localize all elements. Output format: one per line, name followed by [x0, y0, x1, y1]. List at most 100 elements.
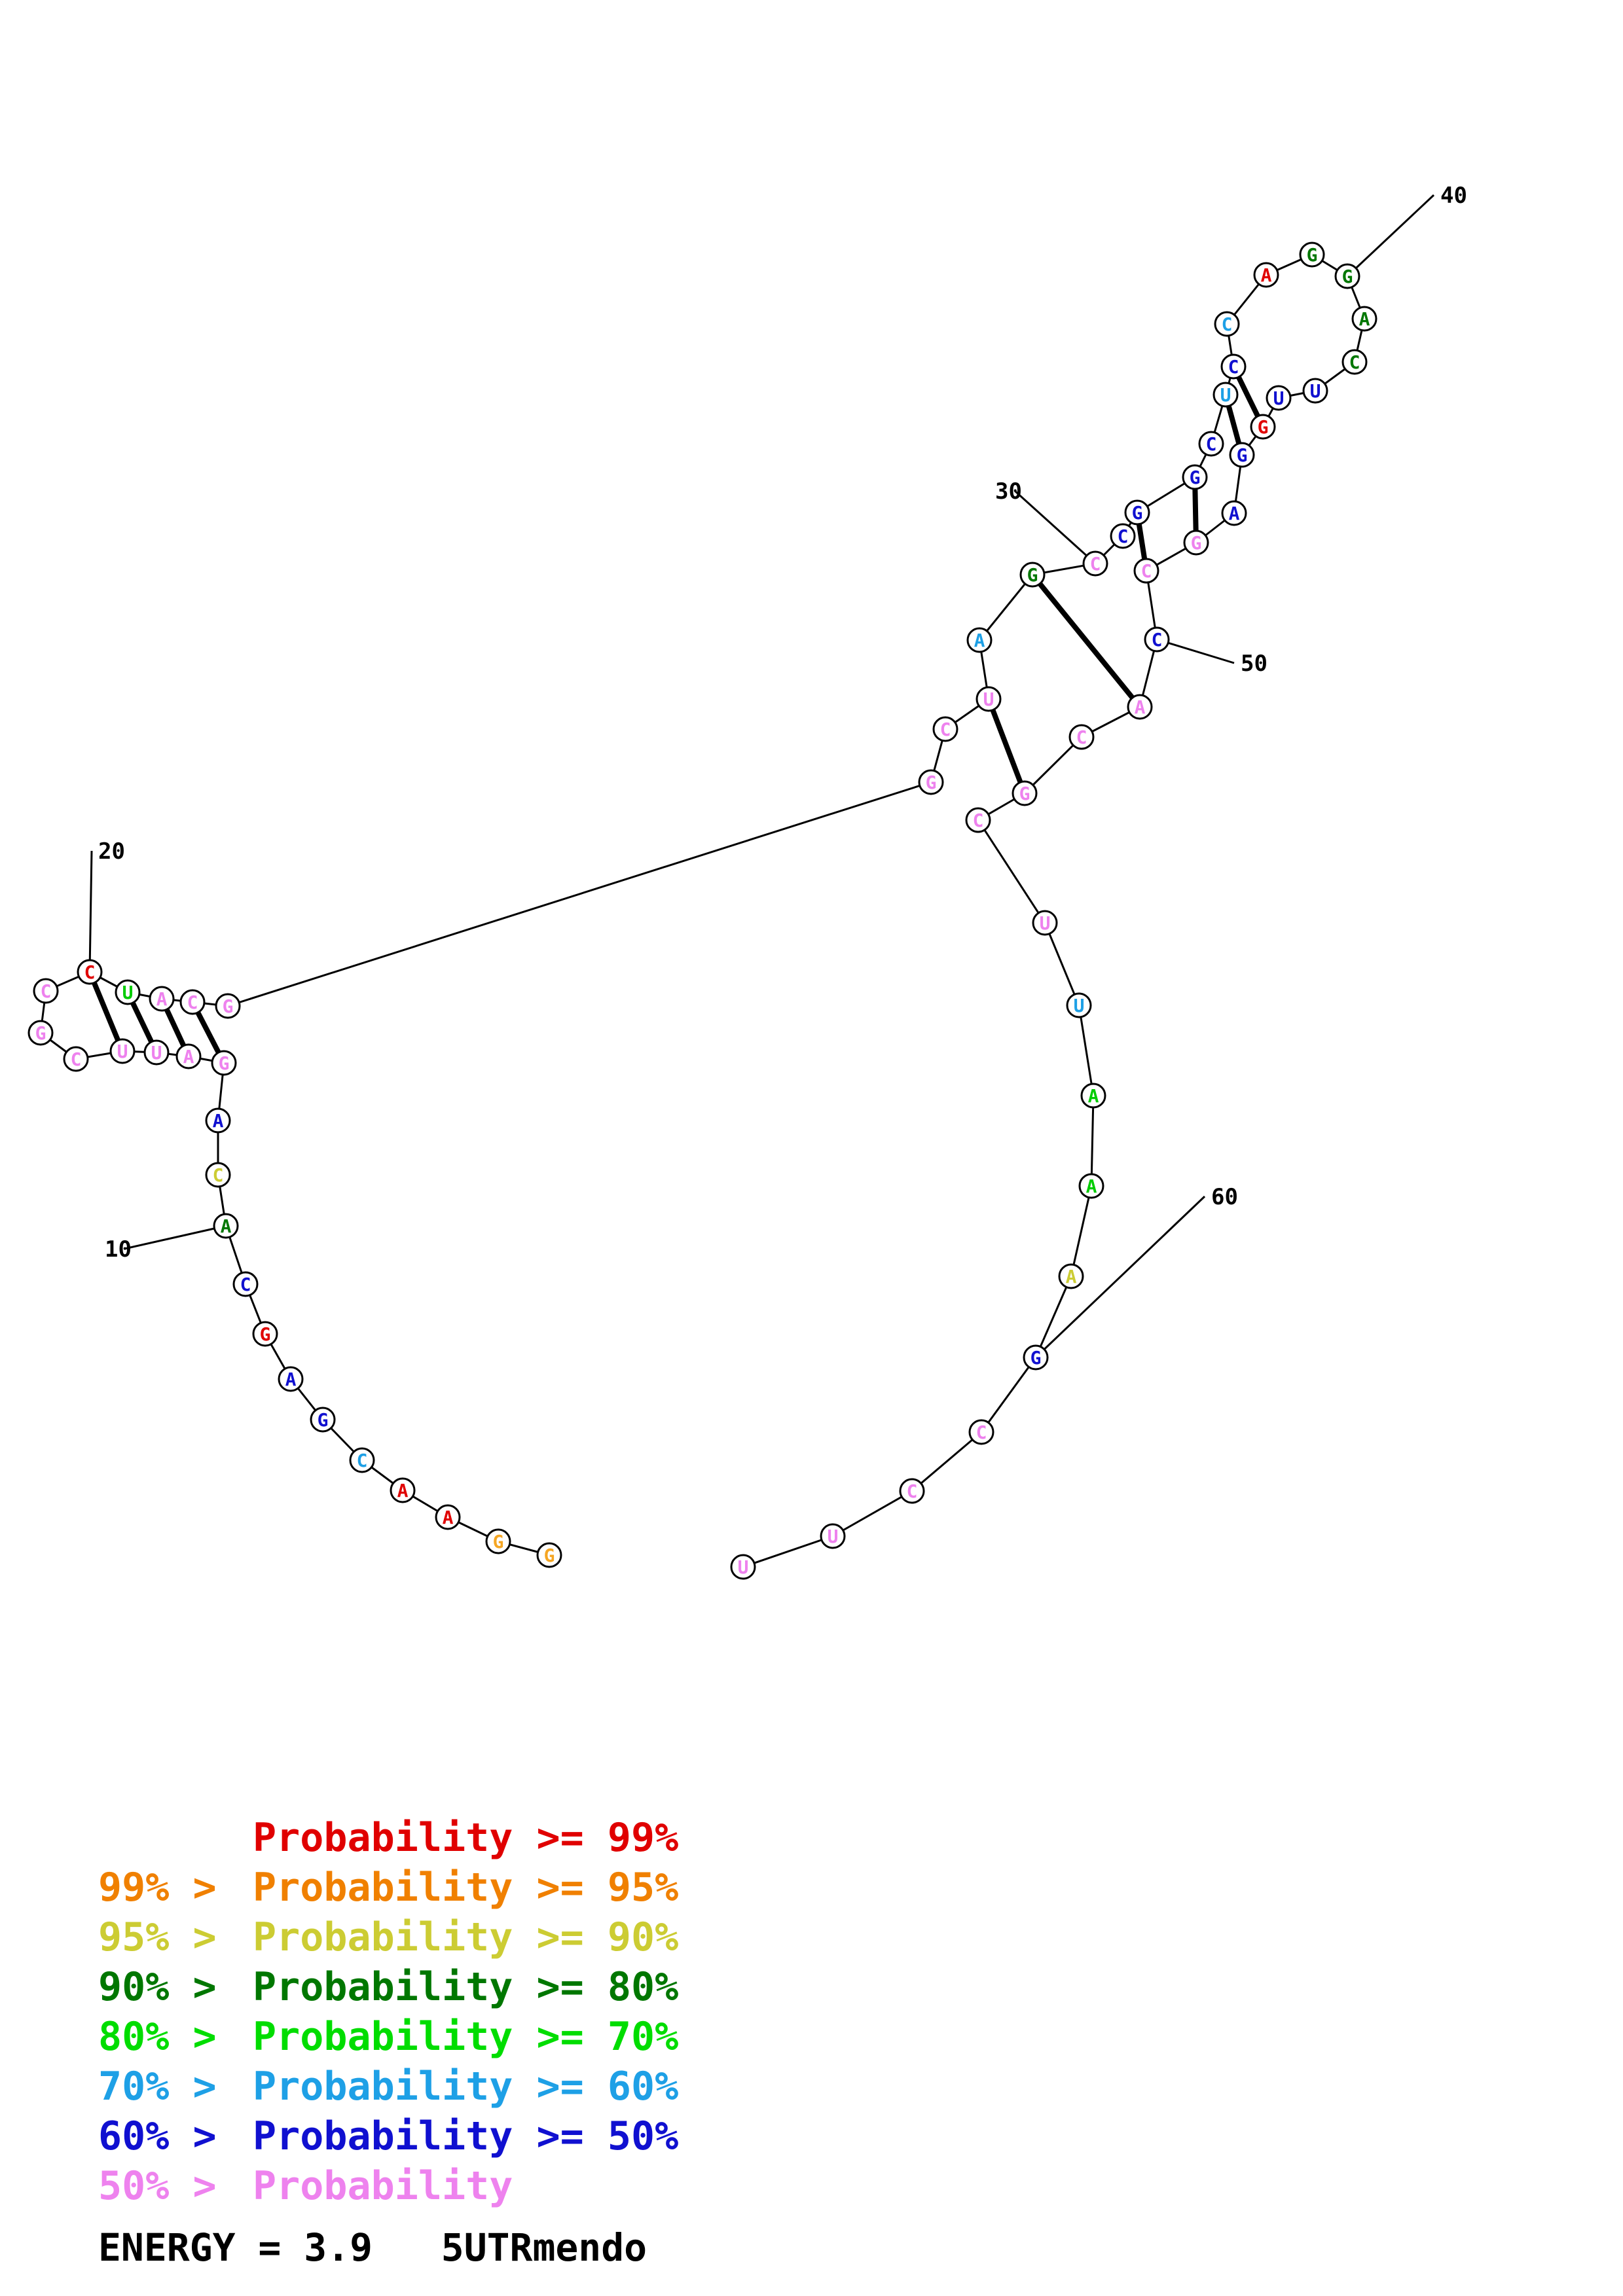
- nucleotide-letter: A: [1066, 1266, 1077, 1287]
- nucleotide-letter: G: [1237, 444, 1248, 466]
- nucleotide-letter: C: [41, 980, 52, 1002]
- nucleotide-letter: C: [973, 810, 984, 831]
- nucleotide-letter: G: [223, 996, 234, 1017]
- nucleotide-letter: C: [976, 1422, 987, 1443]
- backbone-segment: [978, 574, 1034, 641]
- nucleotide: C: [1082, 550, 1108, 577]
- nucleotide: G: [1023, 1344, 1049, 1371]
- nucleotide-letter: A: [1086, 1175, 1097, 1197]
- nucleotide: C: [63, 1046, 89, 1072]
- nucleotide-letter: A: [974, 630, 985, 651]
- nucleotide-letter: G: [35, 1022, 46, 1044]
- legend-row: 80% > Probability >= 70%: [98, 2012, 678, 2062]
- nucleotide-letter: C: [940, 719, 951, 740]
- nucleotide-letter: U: [828, 1526, 839, 1547]
- nucleotide: U: [1213, 382, 1239, 408]
- nucleotide: A: [1253, 262, 1279, 288]
- nucleotide-letter: A: [156, 988, 168, 1010]
- nucleotide: A: [213, 1213, 239, 1239]
- backbone-segment: [977, 819, 1046, 924]
- nucleotide-letter: C: [1090, 553, 1101, 575]
- nucleotide: C: [179, 989, 206, 1015]
- legend-prefix: 90% >: [98, 1964, 240, 2010]
- nucleotide-letter: U: [983, 689, 994, 710]
- nucleotide: U: [115, 979, 141, 1005]
- position-label: 50: [1241, 651, 1267, 677]
- nucleotide-letter: A: [221, 1215, 232, 1237]
- position-label: 60: [1211, 1184, 1238, 1210]
- nucleotide-letter: A: [1261, 264, 1272, 286]
- nucleotide-letter: A: [1135, 696, 1146, 718]
- position-tick: [1013, 490, 1097, 565]
- nucleotide: A: [1058, 1263, 1084, 1289]
- legend-row: 60% > Probability >= 50%: [98, 2111, 678, 2161]
- nucleotide: C: [232, 1271, 259, 1297]
- nucleotide-letter: A: [183, 1046, 194, 1067]
- legend-row: 50% > Probability: [98, 2161, 678, 2211]
- nucleotide: G: [215, 993, 241, 1019]
- nucleotide: G: [1250, 414, 1276, 440]
- legend-text: Probability >= 95%: [253, 1865, 679, 1910]
- base-pair-bond: [1030, 573, 1142, 709]
- legend-text: Probability >= 80%: [253, 1964, 679, 2010]
- legend-text: Probability >= 50%: [253, 2113, 679, 2159]
- nucleotide-letter: G: [1258, 416, 1269, 438]
- nucleotide: G: [918, 769, 944, 795]
- nucleotide: G: [485, 1528, 511, 1554]
- nucleotide: G: [1124, 499, 1150, 526]
- nucleotide: G: [27, 1020, 54, 1046]
- nucleotide: G: [1012, 780, 1038, 806]
- legend-prefix: 50% >: [98, 2163, 240, 2209]
- nucleotide: G: [211, 1050, 237, 1076]
- nucleotide-letter: C: [357, 1450, 368, 1471]
- nucleotide-letter: C: [1206, 433, 1217, 455]
- nucleotide-letter: U: [117, 1041, 128, 1062]
- backbone-segment: [227, 781, 932, 1007]
- legend-prefix: 60% >: [98, 2113, 240, 2159]
- backbone-segment: [1078, 1005, 1095, 1096]
- legend-prefix: 80% >: [98, 2014, 240, 2060]
- nucleotide-letter: U: [1310, 380, 1321, 402]
- nucleotide: U: [1032, 910, 1058, 936]
- legend-prefix: 70% >: [98, 2064, 240, 2109]
- legend-row: 95% > Probability >= 90%: [98, 1912, 678, 1962]
- nucleotide: G: [1019, 562, 1046, 588]
- nucleotide-letter: C: [1141, 560, 1152, 582]
- nucleotide-letter: C: [1222, 314, 1233, 335]
- backbone-layer: [39, 253, 1366, 1568]
- legend-text: Probability >= 70%: [253, 2014, 679, 2060]
- nucleotide: A: [1078, 1173, 1104, 1199]
- nucleotide-letter: U: [122, 982, 134, 1003]
- nucleotide: G: [536, 1542, 562, 1568]
- nucleotide: C: [349, 1447, 375, 1473]
- nucleotide: A: [966, 627, 993, 653]
- nucleotide-letter: C: [213, 1164, 224, 1186]
- nucleotide-letter: U: [1040, 912, 1051, 934]
- nucleotide: U: [143, 1039, 170, 1066]
- nucleotide: A: [435, 1504, 461, 1530]
- nucleotide-letter: G: [1030, 1347, 1042, 1369]
- nucleotide: C: [1198, 431, 1224, 457]
- nucleotide: C: [77, 959, 103, 985]
- nucleotide-letter: G: [1132, 502, 1143, 524]
- nucleotide: G: [310, 1407, 336, 1433]
- nucleotide-letter: A: [1229, 503, 1240, 524]
- backbone-segment: [1034, 1276, 1072, 1358]
- nucleotide-letter: C: [187, 992, 198, 1013]
- backbone-segment: [911, 1431, 982, 1492]
- nucleotide-letter: G: [219, 1052, 230, 1074]
- nucleotide-letter: C: [1152, 629, 1163, 651]
- nucleotide-letter: G: [493, 1531, 504, 1552]
- nucleotide-letter: G: [1191, 532, 1202, 554]
- nucleotide-letter: G: [1019, 783, 1030, 804]
- nucleotide-letter: G: [1342, 266, 1353, 287]
- nucleotide: G: [1334, 263, 1360, 289]
- nucleotide-letter: G: [1027, 564, 1038, 586]
- position-label: 10: [105, 1236, 132, 1263]
- nucleotide-letter: A: [285, 1369, 297, 1390]
- nucleotide-letter: A: [1359, 308, 1370, 330]
- nucleotide-letter: A: [443, 1507, 454, 1528]
- position-tick: [1034, 1195, 1206, 1359]
